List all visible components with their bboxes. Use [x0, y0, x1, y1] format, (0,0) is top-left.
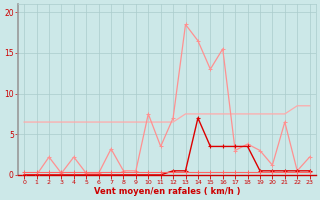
- X-axis label: Vent moyen/en rafales ( km/h ): Vent moyen/en rafales ( km/h ): [94, 187, 240, 196]
